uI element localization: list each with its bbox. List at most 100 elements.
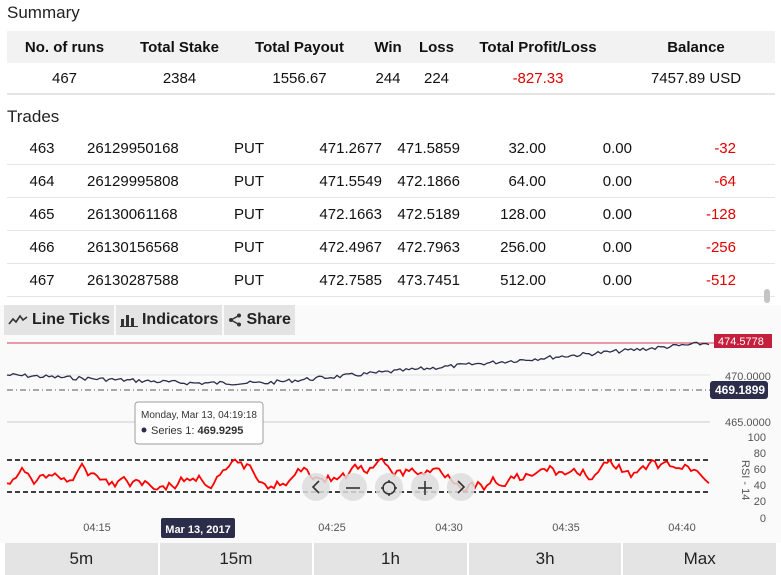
current-price-badge — [714, 334, 772, 348]
trade-exit-spot: 472.5189 — [397, 205, 460, 223]
rsi-tick-label: 100 — [748, 432, 766, 444]
trade-payout: 0.00 — [602, 238, 632, 256]
trade-exit-spot: 472.1866 — [397, 172, 460, 190]
trade-number: 463 — [29, 139, 55, 157]
tooltip-series-value: 469.9295 — [197, 425, 243, 437]
rsi-tick-label: 80 — [754, 448, 766, 460]
trade-payout: 0.00 — [602, 172, 632, 190]
rsi-pane — [6, 421, 710, 493]
rsi-series-line — [6, 457, 710, 492]
trade-profit-loss: -32 — [714, 139, 736, 157]
price-series-line — [6, 341, 710, 386]
trade-reference: 26130287588 — [87, 271, 179, 289]
trade-entry-spot: 472.1663 — [319, 205, 382, 223]
trade-entry-spot: 472.4967 — [319, 238, 382, 256]
trade-payout: 0.00 — [602, 271, 632, 289]
trade-entry-spot: 471.2677 — [319, 139, 382, 157]
trade-payout: 0.00 — [602, 205, 632, 223]
share-button[interactable]: Share — [224, 305, 295, 335]
trade-row: 466 26130156568 PUT 472.4967 472.7963 25… — [7, 231, 775, 264]
time-axis: 04:15 Mar 13, 2017 04:25 04:30 04:35 04:… — [83, 518, 696, 538]
reset-icon — [381, 480, 397, 496]
trade-number: 466 — [29, 238, 55, 256]
trade-type: PUT — [234, 238, 264, 256]
price-chart[interactable]: 474.5778 470.0000 469.1899 465.0000 100 … — [0, 305, 781, 543]
header-payout: Total Payout — [255, 38, 344, 56]
pan-right-button[interactable] — [447, 473, 475, 501]
chart-toolbar: Line Ticks Indicators Share — [4, 305, 295, 335]
header-stake: Total Stake — [140, 38, 219, 56]
rsi-tick-label: 40 — [754, 480, 766, 492]
value-loss: 224 — [423, 69, 450, 87]
trade-stake: 32.00 — [508, 139, 546, 157]
trade-exit-spot: 471.5859 — [397, 139, 460, 157]
tooltip-series-text: Series 1: 469.9295 — [151, 425, 243, 437]
trade-stake: 512.00 — [500, 271, 546, 289]
price-axis: 474.5778 470.0000 469.1899 465.0000 — [710, 334, 772, 429]
chart-panel: Line Ticks Indicators Share — [0, 305, 781, 543]
trade-number: 464 — [29, 172, 55, 190]
tooltip-date: Monday, Mar 13, 04:19:18 — [141, 410, 257, 421]
trade-number: 467 — [29, 271, 55, 289]
trade-row: 464 26129995808 PUT 471.5549 472.1866 64… — [7, 165, 775, 198]
value-win: 244 — [375, 69, 401, 87]
trade-exit-spot: 472.7963 — [397, 238, 460, 256]
timeframe-max-button[interactable]: Max — [623, 543, 776, 575]
trade-reference: 26129995808 — [87, 172, 179, 190]
trades-scrollbar[interactable] — [764, 289, 770, 303]
line-ticks-button[interactable]: Line Ticks — [4, 305, 114, 335]
timeframe-15m-button[interactable]: 15m — [159, 543, 313, 575]
time-tick-label: 04:35 — [552, 522, 580, 534]
timeframe-1h-button[interactable]: 1h — [314, 543, 467, 575]
header-win: Win — [374, 38, 402, 56]
chart-tooltip: Monday, Mar 13, 04:19:18 Series 1: 469.9… — [134, 401, 264, 445]
value-stake: 2384 — [162, 69, 197, 87]
trade-row: 467 26130287588 PUT 472.7585 473.7451 51… — [7, 264, 775, 297]
zoom-in-button[interactable] — [411, 473, 439, 501]
trade-entry-spot: 472.7585 — [319, 271, 382, 289]
chevron-right-icon — [457, 480, 466, 494]
time-tick-label: 04:15 — [83, 522, 111, 534]
indicators-label: Indicators — [141, 311, 219, 328]
trade-profit-loss: -512 — [705, 271, 736, 289]
timeframe-5m-button[interactable]: 5m — [5, 543, 158, 575]
current-price-label: 474.5778 — [718, 336, 764, 348]
chart-nav-controls — [302, 473, 475, 501]
value-balance: 7457.89 USD — [650, 69, 742, 87]
value-runs: 467 — [51, 69, 78, 87]
share-label: Share — [246, 311, 291, 328]
trades-list[interactable]: 463 26129950168 PUT 471.2677 471.5859 32… — [7, 132, 775, 297]
trade-entry-spot: 471.5549 — [319, 172, 382, 190]
time-tick-label: 04:30 — [435, 522, 463, 534]
header-profit-loss: Total Profit/Loss — [479, 38, 597, 56]
summary-data-row: 467 2384 1556.67 244 224 -827.33 7457.89… — [7, 63, 775, 95]
trade-profit-loss: -256 — [705, 238, 736, 256]
price-tick-label: 470.0000 — [725, 371, 771, 383]
tooltip-series-marker — [141, 427, 147, 433]
trade-type: PUT — [234, 172, 264, 190]
zoom-out-button[interactable] — [339, 473, 367, 501]
date-badge — [161, 518, 235, 538]
trade-stake: 256.00 — [500, 238, 546, 256]
reset-zoom-button[interactable] — [375, 473, 403, 501]
trade-row: 463 26129950168 PUT 471.2677 471.5859 32… — [7, 132, 775, 165]
time-tick-label: 04:40 — [668, 522, 696, 534]
timeframe-3h-button[interactable]: 3h — [468, 543, 622, 575]
value-profit-loss: -827.33 — [512, 69, 564, 87]
timeframe-bar: 5m 15m 1h 3h Max — [5, 543, 776, 575]
trade-type: PUT — [234, 139, 264, 157]
pan-left-button[interactable] — [302, 473, 330, 501]
summary-table: No. of runs Total Stake Total Payout Win… — [7, 31, 775, 95]
rsi-axis: 100 80 60 40 20 0 RSI - 14 — [739, 432, 766, 525]
price-tick-label: 465.0000 — [725, 417, 771, 429]
chevron-left-icon — [311, 480, 320, 494]
trade-exit-spot: 473.7451 — [397, 271, 460, 289]
trade-stake: 128.00 — [500, 205, 546, 223]
rsi-axis-title: RSI - 14 — [739, 460, 751, 500]
rsi-tick-label: 0 — [760, 513, 766, 525]
trade-reference: 26130061168 — [87, 205, 178, 223]
trades-title: Trades — [7, 107, 60, 126]
trade-profit-loss: -128 — [705, 205, 736, 223]
indicators-button[interactable]: Indicators — [115, 305, 223, 335]
trade-row: 465 26130061168 PUT 472.1663 472.5189 12… — [7, 198, 775, 231]
